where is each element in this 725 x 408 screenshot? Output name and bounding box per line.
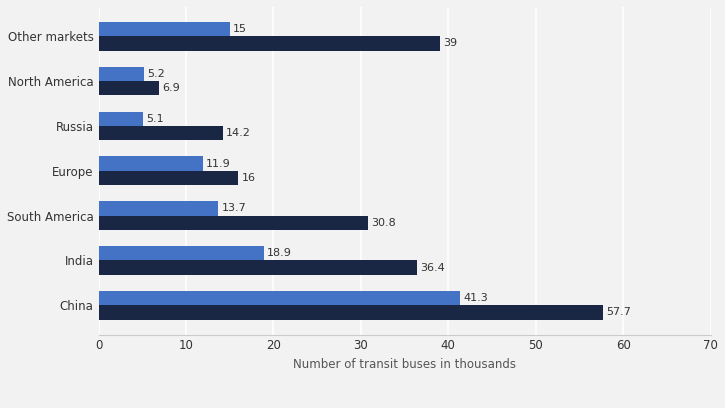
Text: 15: 15 [233,24,247,34]
Bar [99,201,218,215]
Bar [99,171,239,185]
Bar [99,260,417,275]
Bar [99,126,223,140]
X-axis label: Number of transit buses in thousands: Number of transit buses in thousands [293,358,516,371]
Text: 39: 39 [443,38,457,49]
Text: 13.7: 13.7 [222,204,247,213]
Text: 57.7: 57.7 [607,308,631,317]
Text: 30.8: 30.8 [371,218,396,228]
Text: 41.3: 41.3 [463,293,488,303]
Text: 6.9: 6.9 [162,83,180,93]
Text: 11.9: 11.9 [206,159,231,169]
Bar [99,81,159,95]
Text: 36.4: 36.4 [420,263,445,273]
Text: 5.1: 5.1 [146,114,165,124]
Bar [99,305,603,320]
Text: 5.2: 5.2 [147,69,165,79]
Bar [99,156,202,171]
Text: 14.2: 14.2 [226,128,251,138]
Bar [99,215,368,230]
Text: 16: 16 [242,173,256,183]
Bar [99,111,143,126]
Bar [99,291,460,305]
Bar [99,36,439,51]
Bar [99,67,144,81]
Bar [99,246,264,260]
Text: 18.9: 18.9 [268,248,292,258]
Bar [99,22,230,36]
